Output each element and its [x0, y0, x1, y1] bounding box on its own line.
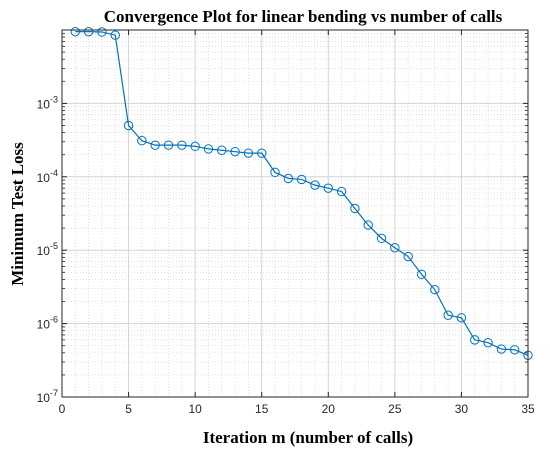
data-point	[190, 141, 200, 152]
data-point	[243, 148, 254, 158]
x-tick-label: 35	[521, 402, 535, 416]
x-tick-label: 30	[455, 402, 469, 416]
data-point	[509, 345, 520, 355]
data-point	[350, 203, 360, 214]
data-point	[296, 174, 307, 185]
data-point	[376, 233, 387, 244]
data-point	[70, 26, 81, 37]
y-tick-exponent: -7	[50, 388, 58, 398]
x-tick-label: 10	[188, 402, 202, 416]
data-point	[257, 148, 267, 158]
y-tick-label: 10-6	[37, 315, 58, 332]
data-point	[97, 27, 107, 37]
data-point	[123, 120, 134, 131]
x-tick-label: 5	[125, 402, 132, 416]
chart-title: Convergence Plot for linear bending vs n…	[104, 7, 503, 26]
data-point	[336, 186, 347, 197]
y-tick-label: 10-3	[37, 94, 58, 111]
x-tick-label: 20	[322, 402, 336, 416]
data-point	[483, 337, 493, 348]
data-point	[403, 251, 413, 262]
data-point	[203, 144, 214, 154]
data-point	[83, 26, 94, 37]
y-tick-label: 10-4	[37, 168, 58, 185]
data-point	[416, 269, 427, 279]
data-point	[217, 145, 227, 155]
data-point	[177, 140, 187, 150]
y-axis-label: Minimum Test Loss	[8, 142, 27, 286]
data-point	[456, 313, 467, 323]
y-tick-label: 10-5	[37, 241, 58, 258]
data-point	[270, 167, 280, 178]
data-point	[323, 183, 333, 193]
data-point	[283, 173, 294, 184]
data-point	[163, 140, 174, 150]
data-point	[110, 30, 120, 40]
y-tick-exponent: -6	[50, 315, 58, 325]
data-point	[496, 344, 507, 354]
data-point	[443, 310, 453, 320]
data-point	[390, 243, 400, 253]
data-point	[310, 180, 320, 190]
x-tick-label: 0	[59, 402, 66, 416]
plot-frame	[61, 29, 529, 398]
x-axis-label: Iteration m (number of calls)	[203, 428, 413, 447]
x-tick-label: 25	[388, 402, 402, 416]
grid	[61, 30, 529, 398]
x-tick-label: 15	[255, 402, 269, 416]
y-tick-exponent: -3	[50, 94, 58, 104]
data-point	[230, 146, 240, 157]
y-tick-exponent: -5	[50, 241, 58, 251]
data-point	[137, 136, 147, 146]
data-point	[430, 284, 440, 295]
ticks: 0 5 10 15 20 25 30 35 10-7 10-6 10-5 10-4 10-3	[37, 30, 535, 416]
y-tick-exponent: -4	[50, 168, 58, 178]
y-tick-label: 10-7	[37, 388, 58, 405]
series-layer	[70, 26, 533, 360]
data-point	[470, 335, 480, 345]
data-point	[363, 220, 373, 230]
data-point	[150, 140, 160, 150]
